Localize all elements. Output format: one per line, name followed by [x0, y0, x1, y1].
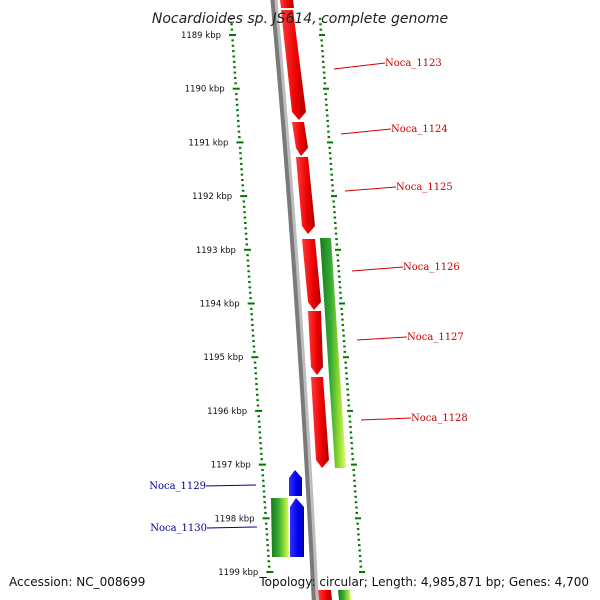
gene-noca-1125[interactable]	[296, 157, 315, 234]
tick-label: 1190 kbp	[185, 85, 225, 95]
tick-label: 1195 kbp	[203, 353, 243, 363]
gene-label[interactable]: Noca_1129	[149, 481, 206, 492]
gene-label[interactable]: Noca_1127	[407, 332, 464, 343]
tick-ring-inner: 1189 kbp 1190 kbp 1191 kbp 1192 kbp 1193 kbp…	[181, 17, 274, 578]
genome-backbone	[270, 0, 316, 600]
gene-label[interactable]: Noca_1128	[411, 413, 468, 424]
leader-line	[205, 484, 257, 487]
tick-label: 1193 kbp	[196, 246, 236, 256]
tick-label: 1192 kbp	[192, 192, 232, 202]
map-title: Nocardioides sp. JS614, complete genome	[152, 11, 448, 27]
gene-track	[280, 0, 332, 600]
tick-ring-outer	[318, 17, 366, 573]
gene-label[interactable]: Noca_1123	[385, 58, 442, 69]
leader-line	[360, 417, 412, 421]
gene-noca-1128[interactable]	[311, 377, 329, 468]
leader-line	[356, 336, 408, 341]
footer: Accession: NC_008699 Topology: circular;…	[9, 575, 589, 589]
accession-text: Accession: NC_008699	[9, 575, 145, 589]
feature-band-upper	[320, 238, 346, 468]
gene-noca-1122[interactable]	[280, 0, 294, 8]
tick-label: 1197 kbp	[211, 461, 251, 471]
feature-track	[271, 238, 351, 600]
leader-line	[344, 186, 397, 192]
feature-band-lower	[271, 498, 289, 557]
tick-label: 1198 kbp	[215, 514, 255, 524]
leader-line	[340, 128, 392, 135]
leader-line	[333, 62, 386, 70]
gene-label[interactable]: Noca_1125	[396, 182, 453, 193]
tick-label: 1191 kbp	[188, 138, 228, 148]
gene-noca-1123[interactable]	[281, 10, 306, 120]
tick-label: 1189 kbp	[181, 31, 221, 41]
gene-noca-1126[interactable]	[302, 239, 321, 310]
label-leaders: Noca_1123 Noca_1124 Noca_1125 Noca_1126 Noca…	[149, 58, 468, 534]
gene-label[interactable]: Noca_1126	[403, 262, 460, 273]
leader-line	[351, 266, 404, 272]
tick-label: 1194 kbp	[200, 300, 240, 310]
genome-info-text: Topology: circular; Length: 4,985,871 bp…	[258, 575, 589, 589]
gene-edge-red	[318, 590, 332, 600]
gene-noca-1124[interactable]	[292, 122, 308, 156]
feature-band-edge	[338, 590, 351, 600]
gene-noca-1129[interactable]	[289, 470, 302, 496]
tick-label: 1199 kbp	[218, 568, 258, 578]
leader-line	[206, 526, 258, 529]
gene-noca-1130[interactable]	[290, 498, 304, 557]
gene-label[interactable]: Noca_1130	[150, 523, 207, 534]
gene-noca-1127[interactable]	[308, 311, 323, 375]
gene-label[interactable]: Noca_1124	[391, 124, 448, 135]
tick-label: 1196 kbp	[207, 407, 247, 417]
